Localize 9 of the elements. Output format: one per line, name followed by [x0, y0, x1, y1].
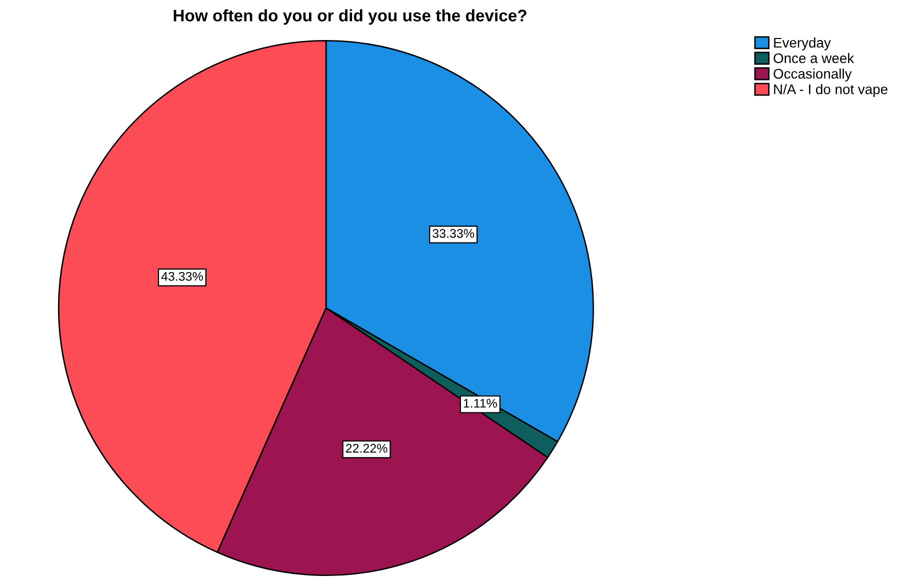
legend-label: Everyday — [774, 37, 831, 50]
data-label: 33.33% — [432, 228, 474, 238]
data-label: 43.33% — [161, 272, 203, 281]
data-label: 22.22% — [346, 444, 388, 453]
legend-label: Once a week — [774, 52, 854, 64]
chart-title: How often do you or did you use the device? — [174, 9, 526, 25]
legend-label: Occasionally — [774, 68, 852, 82]
data-label: 1.11% — [464, 398, 497, 408]
legend-label: N/A - I do not vape — [774, 84, 888, 97]
